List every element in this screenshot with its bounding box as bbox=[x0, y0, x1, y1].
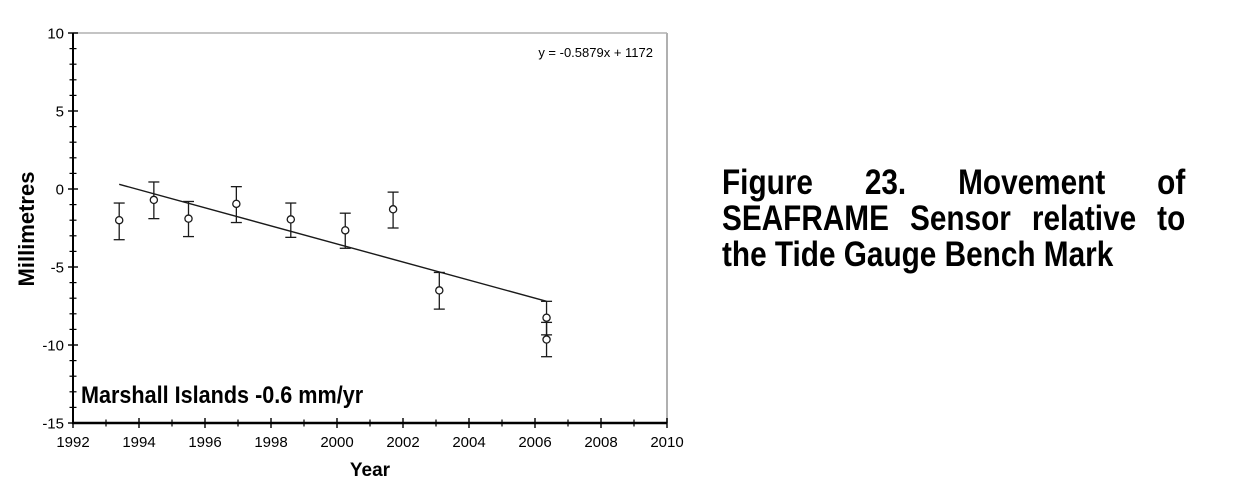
data-point bbox=[114, 215, 124, 225]
station-trend-annotation: Marshall Islands -0.6 mm/yr bbox=[81, 382, 364, 409]
data-point bbox=[340, 226, 350, 235]
y-axis-title: Millimetres bbox=[14, 171, 39, 287]
seaframe-movement-chart: 10 5 0 -5 -10 -15 1992 1994 1996 1998 2000 2002 2004… bbox=[14, 26, 684, 482]
x-tick-label: 2008 bbox=[584, 434, 617, 451]
y-tick-label: 0 bbox=[56, 182, 64, 199]
figure-caption-line-2: SEAFRAME Sensor relative to bbox=[722, 199, 1186, 238]
x-tick-label: 1994 bbox=[122, 434, 155, 451]
data-point bbox=[542, 313, 551, 322]
data-point bbox=[542, 335, 551, 344]
figure-caption-line-1: Figure 23. Movement of bbox=[722, 163, 1186, 202]
figure-caption: Figure 23. Movement of SEAFRAME Sensor r… bbox=[722, 165, 1185, 273]
data-point bbox=[388, 205, 398, 214]
y-tick-label: 5 bbox=[56, 104, 64, 121]
x-tick-label: 2000 bbox=[320, 434, 353, 451]
x-tick-label: 1992 bbox=[56, 434, 89, 451]
x-tick-label: 1998 bbox=[254, 434, 287, 451]
figure-caption-line-3: the Tide Gauge Bench Mark bbox=[722, 235, 1114, 274]
x-tick-label: 1996 bbox=[188, 434, 221, 451]
y-tick-label: -15 bbox=[42, 416, 64, 433]
x-tick-label: 2006 bbox=[518, 434, 551, 451]
trendline-equation-label: y = -0.5879x + 1172 bbox=[538, 45, 653, 60]
x-axis-title: Year bbox=[349, 460, 391, 481]
data-point bbox=[232, 199, 241, 209]
x-tick-label: 2004 bbox=[452, 434, 485, 451]
x-tick-label: 2010 bbox=[650, 434, 683, 451]
data-point bbox=[286, 215, 296, 224]
trend-line bbox=[119, 183, 547, 302]
y-tick-label: -10 bbox=[42, 338, 64, 355]
y-tick-label: -5 bbox=[51, 260, 64, 277]
data-point bbox=[184, 214, 193, 223]
y-tick-label: 10 bbox=[47, 26, 64, 43]
x-tick-label: 2002 bbox=[386, 434, 419, 451]
data-point bbox=[435, 286, 444, 295]
data-point bbox=[149, 195, 159, 205]
